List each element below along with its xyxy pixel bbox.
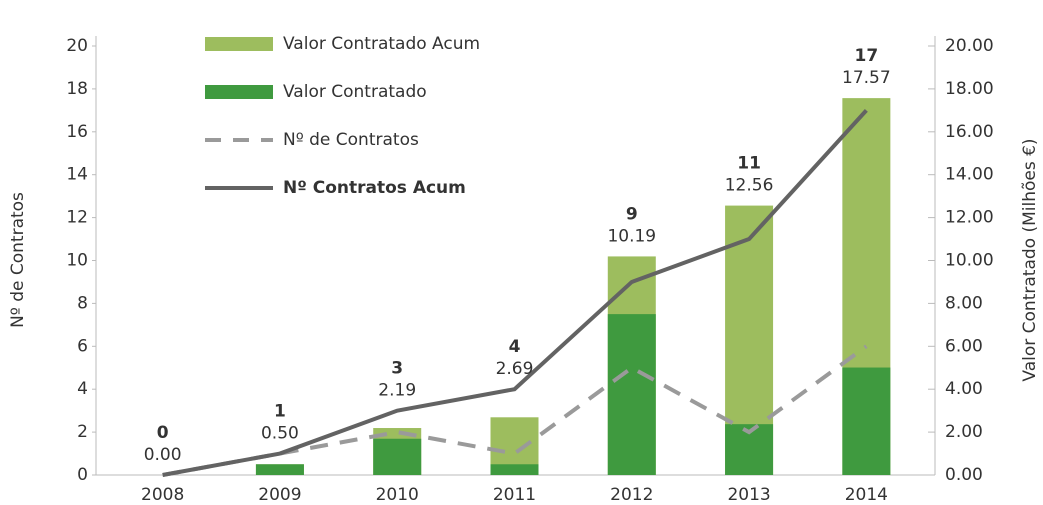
x-tick-label: 2008 — [141, 485, 184, 505]
legend-label: Nº Contratos Acum — [283, 178, 466, 198]
x-tick-label: 2014 — [845, 485, 888, 505]
y-tick-label: 12 — [66, 208, 88, 228]
bar — [842, 367, 891, 475]
bar — [607, 314, 656, 475]
data-label: 10.19 — [607, 226, 656, 246]
bar — [373, 438, 422, 475]
y-tick-label: 8 — [77, 293, 88, 313]
legend: Valor Contratado Acum Valor Contratado Nº … — [195, 28, 485, 208]
y2-tick-label: 4.00 — [945, 379, 983, 399]
y2-tick-label: 20.00 — [945, 36, 994, 56]
y-tick-label: 20 — [66, 36, 88, 56]
legend-label: Valor Contratado — [283, 82, 427, 102]
x-tick-label: 2011 — [493, 485, 536, 505]
y-tick-label: 10 — [66, 251, 88, 271]
y2-tick-label: 14.00 — [945, 165, 994, 185]
bar — [255, 464, 304, 475]
y2-axis-title: Valor Contratado (Milhões €) — [1020, 138, 1040, 381]
y2-tick-label: 16.00 — [945, 122, 994, 142]
data-label: 9 — [626, 204, 638, 224]
y-tick-label: 0 — [77, 465, 88, 485]
legend-bg — [195, 28, 485, 208]
line — [162, 109, 868, 477]
y-tick-label: 16 — [66, 122, 88, 142]
y-tick-label: 18 — [66, 79, 88, 99]
data-label: 0.00 — [144, 445, 182, 465]
y2-tick-label: 10.00 — [945, 251, 994, 271]
data-label: 12.56 — [725, 176, 774, 196]
data-label: 17 — [855, 46, 879, 66]
legend-label: Valor Contratado Acum — [283, 34, 480, 54]
line — [162, 344, 868, 477]
y2-tick-label: 8.00 — [945, 293, 983, 313]
x-tick-label: 2013 — [727, 485, 770, 505]
y-tick-label: 14 — [66, 165, 88, 185]
y-tick-label: 2 — [77, 422, 88, 442]
legend-swatch — [205, 85, 273, 99]
x-tick-label: 2010 — [376, 485, 419, 505]
x-tick-label: 2012 — [610, 485, 653, 505]
data-label: 1 — [274, 402, 286, 422]
y2-tick-label: 2.00 — [945, 422, 983, 442]
bar — [490, 464, 539, 475]
y2-tick-label: 12.00 — [945, 208, 994, 228]
data-label: 0 — [157, 423, 169, 443]
y2-tick-label: 0.00 — [945, 465, 983, 485]
legend-label: Nº de Contratos — [283, 130, 419, 150]
y-tick-label: 4 — [77, 379, 88, 399]
data-label: 3 — [391, 359, 403, 379]
data-label: 4 — [509, 337, 521, 357]
data-label: 0.50 — [261, 424, 299, 444]
legend-swatch — [205, 37, 273, 51]
data-label: 2.19 — [378, 381, 416, 401]
x-tick-label: 2009 — [258, 485, 301, 505]
data-label: 2.69 — [496, 359, 534, 379]
y-axis-title: Nº de Contratos — [8, 192, 28, 328]
y-tick-label: 6 — [77, 336, 88, 356]
y2-tick-label: 6.00 — [945, 336, 983, 356]
data-label: 17.57 — [842, 68, 891, 88]
data-label: 11 — [737, 154, 761, 174]
y2-tick-label: 18.00 — [945, 79, 994, 99]
